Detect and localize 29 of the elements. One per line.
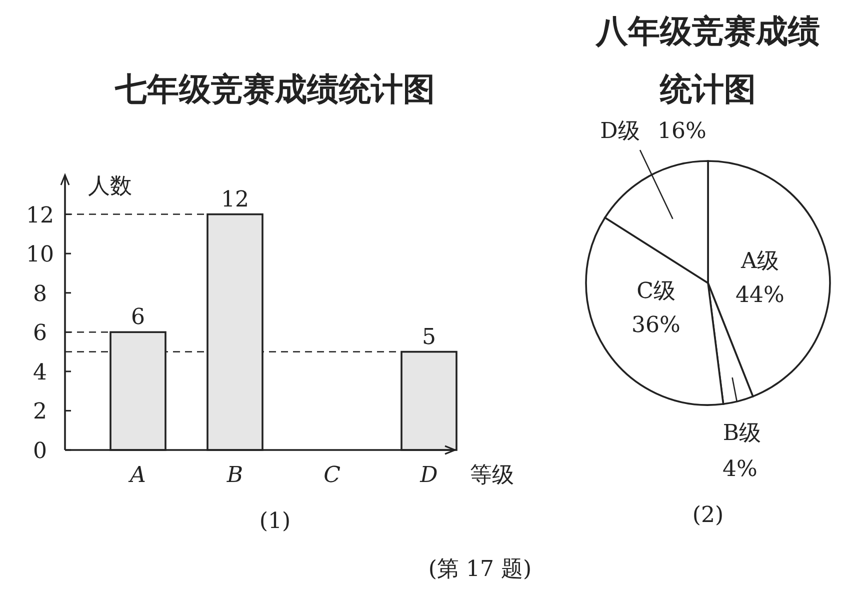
data-label: 44% — [736, 283, 784, 308]
y-tick-label: 6 — [33, 321, 47, 346]
y-tick-label: 8 — [33, 282, 47, 307]
data-label: 6 — [131, 305, 145, 330]
chart-title: 七年级竞赛成绩统计图 — [114, 70, 435, 108]
x-tick-label: D — [419, 463, 438, 488]
y-tick-label: 12 — [26, 203, 54, 228]
text: (2) — [692, 503, 724, 528]
data-label: 12 — [221, 187, 249, 212]
data-label: 4% — [722, 457, 758, 482]
slice-label: A级 — [740, 249, 779, 274]
text: (1) — [259, 509, 291, 534]
slice-label: C级 — [636, 279, 676, 304]
y-tick-label: 10 — [26, 242, 54, 268]
slice-label: D级 — [600, 119, 640, 144]
y-tick-label: 0 — [33, 439, 47, 464]
chart-title: 八年级竞赛成绩统计图 — [595, 12, 820, 108]
x-axis-title: 等级 — [470, 463, 514, 488]
text: (第 17 题) — [428, 557, 532, 582]
y-axis-title: 人数 — [88, 174, 132, 199]
data-label: 5 — [422, 324, 436, 350]
data-label: 16% — [658, 119, 706, 144]
x-tick-label: A — [128, 463, 146, 488]
data-label: 36% — [632, 313, 680, 338]
slice-label: B级 — [722, 421, 762, 446]
x-tick-label: C — [324, 463, 341, 488]
x-tick-label: B — [226, 463, 244, 488]
y-tick-label: 2 — [33, 400, 47, 425]
y-tick-label: 4 — [33, 360, 47, 386]
